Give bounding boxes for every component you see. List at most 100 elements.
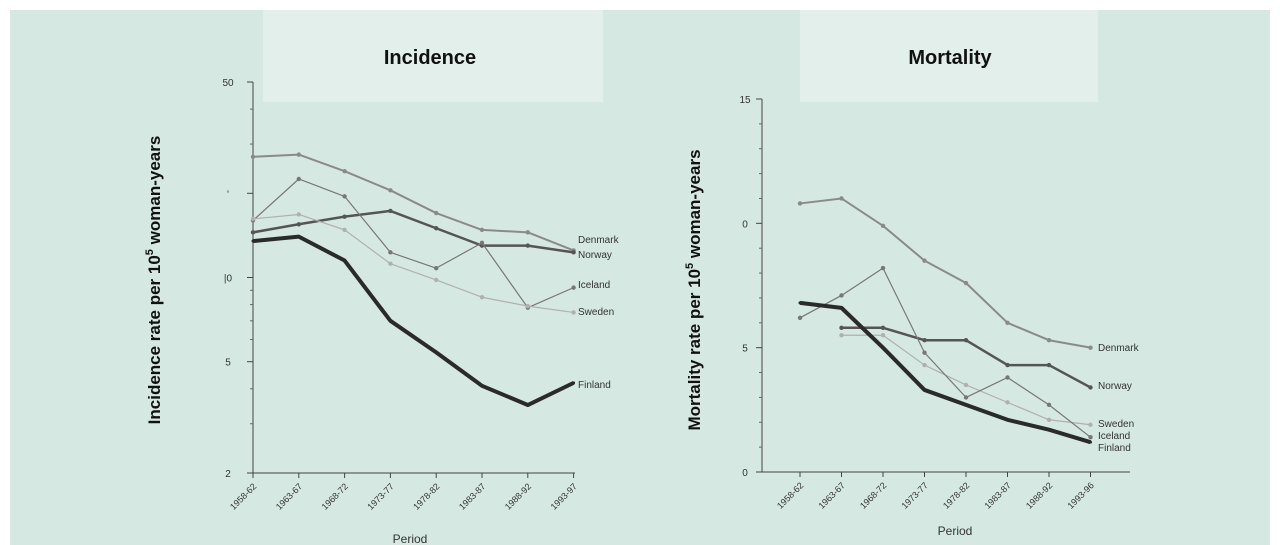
data-point-iceland	[797, 315, 803, 321]
data-point-finland	[1089, 440, 1092, 444]
x-tick-label: 1993-96	[1065, 480, 1095, 510]
data-point-finland	[923, 388, 926, 392]
chart-svg: Incidence Incidence rate per 105 woman-ye…	[144, 10, 1140, 545]
data-point-denmark	[434, 210, 439, 216]
series-label-sweden: Sweden	[1098, 419, 1134, 430]
y-tick-label: 50	[222, 78, 234, 89]
x-tick-label: 1973-77	[365, 481, 395, 511]
data-point-norway	[1046, 362, 1052, 368]
x-tick-label: 1988-92	[1024, 480, 1054, 510]
data-point-finland	[1006, 418, 1009, 422]
data-point-iceland	[434, 265, 439, 271]
y-tick-label: 5	[225, 358, 231, 369]
data-point-norway	[434, 226, 439, 231]
data-point-denmark	[250, 154, 256, 160]
data-point-finland	[526, 403, 530, 407]
data-point-denmark	[839, 196, 844, 201]
data-point-iceland	[1088, 434, 1093, 440]
x-tick-label: 1963-67	[274, 481, 304, 511]
series-line-sweden	[252, 213, 574, 314]
data-point-norway	[922, 338, 927, 343]
series-line-finland	[252, 234, 575, 408]
y-axis-label-sup: 5	[144, 249, 156, 255]
y-tick-label: '	[227, 189, 229, 200]
chart-panel-2: Mortality Mortality rate per 105 woman-ye…	[684, 10, 1140, 538]
data-point-iceland	[963, 395, 969, 400]
data-point-denmark	[797, 201, 803, 206]
data-point-norway	[388, 208, 393, 214]
x-tick-label: 1983-87	[457, 481, 487, 511]
chart-panel-1: Incidence Incidence rate per 105 woman-ye…	[144, 10, 620, 545]
y-axis-label-tail: woman-years	[145, 136, 164, 249]
data-point-denmark	[388, 188, 393, 193]
data-point-finland	[840, 306, 843, 310]
x-tick-label: 1963-67	[816, 480, 846, 510]
x-tick-label: 1968-72	[320, 481, 350, 511]
series-label-denmark: Denmark	[578, 235, 620, 246]
series-line-sweden	[841, 334, 1091, 426]
data-point-finland	[251, 239, 255, 243]
y-tick-label: 5	[742, 344, 748, 355]
data-point-finland	[343, 259, 347, 263]
x-tick-label: 1958-62	[775, 480, 805, 510]
y-tick-label: 0	[742, 468, 748, 479]
y-axis-label: Incidence rate per 105 woman-years	[144, 136, 164, 425]
data-point-norway	[839, 325, 844, 330]
chart-title: Mortality	[908, 47, 992, 69]
chart-title: Incidence	[384, 47, 476, 69]
data-point-denmark	[880, 223, 886, 229]
y-axis-label: Mortality rate per 105 woman-years	[684, 149, 704, 430]
y-tick-label: |0	[224, 274, 233, 285]
x-tick-label: 1993-97	[549, 481, 579, 511]
x-tick-label: 1983-87	[982, 480, 1012, 510]
data-point-denmark	[922, 258, 927, 263]
data-point-finland	[434, 350, 438, 354]
figure: Incidence Incidence rate per 105 woman-ye…	[10, 10, 1270, 545]
x-tick-label: 1988-92	[503, 481, 533, 511]
data-point-norway	[1005, 362, 1010, 368]
x-tick-label: 1978-82	[941, 480, 971, 510]
data-point-denmark	[963, 280, 969, 286]
series-line-iceland	[252, 178, 574, 309]
data-point-sweden	[571, 310, 576, 315]
data-point-norway	[296, 222, 301, 227]
data-point-iceland	[1046, 402, 1052, 408]
x-tick-label: 1968-72	[858, 480, 888, 510]
title-panel	[263, 10, 603, 102]
data-point-iceland	[388, 250, 393, 255]
data-point-norway	[250, 230, 256, 235]
series-label-norway: Norway	[578, 250, 612, 261]
series-line-iceland	[799, 267, 1091, 438]
data-point-finland	[297, 235, 301, 239]
data-point-finland	[964, 403, 968, 407]
series-line-norway	[252, 209, 574, 254]
data-point-norway	[525, 243, 530, 248]
data-point-denmark	[296, 152, 301, 157]
data-point-iceland	[880, 265, 886, 271]
data-point-iceland	[1005, 375, 1010, 380]
y-axis-label-tail: woman-years	[685, 149, 704, 262]
series-line-denmark	[799, 197, 1091, 349]
series-label-sweden: Sweden	[578, 307, 614, 318]
data-point-finland	[1047, 428, 1051, 432]
data-point-sweden	[1005, 400, 1010, 405]
x-tick-label: 1958-62	[228, 481, 258, 511]
data-point-iceland	[839, 293, 844, 298]
data-point-sweden	[525, 303, 530, 309]
data-point-denmark	[1088, 345, 1093, 350]
data-point-finland	[388, 319, 392, 323]
data-point-sweden	[880, 333, 886, 338]
data-point-norway	[880, 325, 886, 330]
y-axis-label-sup: 5	[684, 263, 696, 269]
series-label-finland: Finland	[578, 380, 611, 391]
series-line-finland	[799, 300, 1092, 445]
data-point-norway	[342, 214, 347, 219]
x-axis-label: Period	[393, 532, 428, 545]
data-point-sweden	[963, 382, 969, 388]
x-axis-label: Period	[938, 524, 973, 538]
series-label-iceland: Iceland	[1098, 431, 1130, 442]
data-point-norway	[571, 250, 576, 255]
data-point-iceland	[479, 240, 485, 246]
data-point-iceland	[922, 350, 927, 355]
x-tick-label: 1978-82	[411, 481, 441, 511]
